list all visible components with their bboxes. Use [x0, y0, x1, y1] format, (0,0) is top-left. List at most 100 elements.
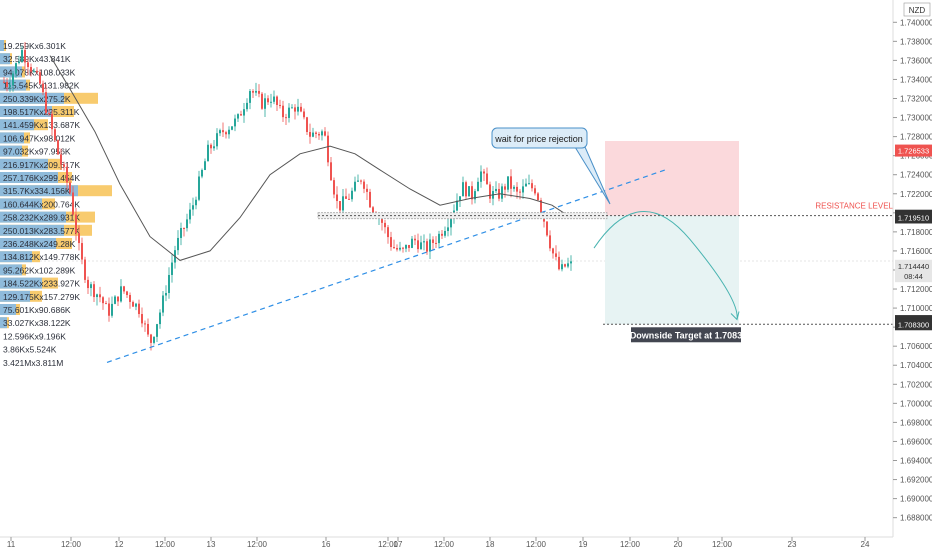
candle-body	[414, 238, 416, 241]
candle-body	[306, 117, 308, 132]
y-tick-label: 1.740000	[900, 18, 932, 27]
resistance-level[interactable]: RESISTANCE LEVEL	[317, 202, 894, 220]
candle-body	[342, 196, 344, 211]
callout[interactable]: wait for price rejection	[491, 127, 611, 205]
candle-body	[330, 162, 332, 181]
vp-bar	[0, 277, 42, 289]
candle-body	[186, 219, 188, 229]
candle-body	[81, 243, 83, 260]
candle-body	[78, 233, 80, 244]
symbol-label: NZD	[909, 6, 926, 15]
candle-body	[18, 61, 20, 64]
x-tick-label: 12:00	[247, 540, 268, 549]
candle-body	[228, 129, 230, 135]
vp-label: 198.517Kx225.311K	[3, 107, 80, 117]
candle-body	[528, 183, 530, 185]
y-tick-label: 1.696000	[900, 437, 932, 446]
candle-body	[360, 180, 362, 182]
downside-target[interactable]: Downside Target at 1.7083	[603, 323, 893, 343]
vp-bar	[0, 119, 34, 131]
candle-body	[258, 90, 260, 94]
candle-body	[135, 303, 137, 307]
candle-body	[540, 200, 542, 213]
volume-profile-row: 184.522Kx233.927K	[0, 277, 80, 289]
vp-bar	[0, 198, 42, 210]
candle-body	[30, 67, 32, 72]
candle-body	[402, 247, 404, 249]
price-axis[interactable]: 1.740000 1.738000 1.736000 1.734000 1.732000…	[892, 0, 932, 537]
volume-profile-row: 3.86Kx5.524K	[3, 345, 57, 355]
vp-bar	[0, 238, 56, 249]
candle-body	[180, 228, 182, 238]
vp-label: 95.262Kx102.289K	[3, 265, 76, 275]
candle-body	[456, 200, 458, 211]
volume-profile-row: 97.032Kx97.956K	[0, 145, 71, 157]
vp-label: 184.522Kx233.927K	[3, 279, 80, 289]
y-tick-label: 1.718000	[900, 228, 932, 237]
candle-body	[102, 297, 104, 304]
candle-body	[192, 205, 194, 210]
candle-body	[474, 191, 476, 200]
candle-body	[372, 207, 374, 214]
x-tick-label: 23	[788, 540, 797, 549]
candle-body	[141, 314, 143, 324]
price-tag-label: 1.714440	[898, 262, 929, 271]
vp-bar	[0, 40, 4, 51]
candle-body	[69, 182, 71, 193]
vp-label: 97.032Kx97.956K	[3, 147, 71, 157]
candle-body	[300, 106, 302, 112]
vp-label: 160.644Kx200.764K	[3, 199, 80, 209]
candle-body	[507, 176, 509, 190]
candle-body	[303, 111, 305, 118]
volume-profile-row: 141.459Kx133.687K	[0, 119, 80, 131]
candle-body	[468, 186, 470, 197]
vp-bar	[0, 172, 58, 183]
moving-average-line	[49, 55, 569, 261]
candle-body	[501, 186, 503, 199]
x-tick-label: 17	[394, 540, 403, 549]
candle-body	[150, 334, 152, 343]
vp-label: 75.601Kx90.686K	[3, 305, 71, 315]
stop-zone	[605, 141, 739, 216]
volume-profile-row: 257.176Kx299.454K	[0, 172, 80, 183]
candle-body	[219, 130, 221, 134]
profit-zone	[605, 215, 739, 325]
candle-body	[201, 169, 203, 177]
candle-body	[336, 194, 338, 202]
trend-line[interactable]	[106, 169, 666, 363]
candle-body	[51, 113, 53, 130]
candle-body	[495, 188, 497, 192]
vp-label: 3.421Mx3.811M	[3, 358, 63, 368]
vp-label: 19.259Kx6.301K	[3, 41, 66, 51]
candle-body	[444, 230, 446, 236]
y-tick-label: 1.722000	[900, 190, 932, 199]
candle-body	[132, 301, 134, 307]
candle-body	[345, 196, 347, 199]
candle-body	[114, 296, 116, 304]
volume-profile-row: 134.812Kx149.778K	[0, 251, 80, 263]
vp-bar	[0, 317, 7, 329]
x-tick-label: 12:00	[526, 540, 547, 549]
candle-body	[234, 118, 236, 127]
candle-body	[348, 198, 350, 200]
candle-body	[396, 248, 398, 250]
candle-body	[198, 176, 200, 200]
projection-arrow	[593, 211, 740, 321]
candle-body	[531, 183, 533, 189]
y-tick-label: 1.694000	[900, 457, 932, 466]
volume-profile-row: 12.596Kx9.196K	[3, 331, 66, 341]
candle-body	[558, 256, 560, 270]
candle-body	[390, 237, 392, 248]
y-tick-label: 1.710000	[900, 304, 932, 313]
candle-body	[6, 81, 8, 88]
vp-bar	[0, 251, 32, 263]
candle-body	[387, 227, 389, 238]
candle-body	[108, 303, 110, 316]
candle-body	[447, 227, 449, 231]
candle-body	[552, 248, 554, 254]
y-tick-label: 1.700000	[900, 399, 932, 408]
candle-body	[273, 96, 275, 102]
candle-body	[9, 85, 11, 88]
